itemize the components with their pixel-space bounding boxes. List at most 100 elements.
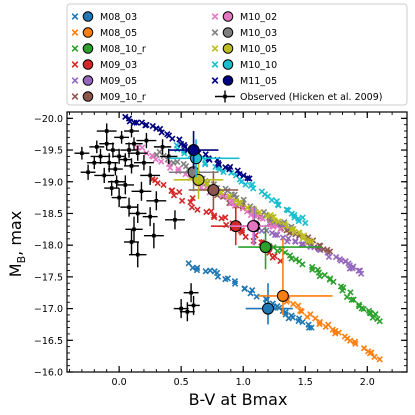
y-tick-label: −16.0: [34, 368, 63, 379]
y-tick-label: −18.0: [34, 241, 63, 252]
data-point: [295, 217, 302, 225]
legend-label: M09_03: [100, 60, 137, 71]
series-m08-05: [283, 296, 383, 363]
data-point: [152, 156, 159, 163]
data-point: [122, 113, 129, 121]
legend-item: Observed (Hicken et al. 2009): [215, 90, 382, 103]
observed-points: [74, 123, 200, 322]
data-point: [308, 324, 315, 331]
observed-point: [124, 158, 139, 174]
legend-marker-circle: [82, 43, 94, 54]
series-m11-05: [122, 113, 253, 182]
data-point: [138, 144, 146, 151]
x-axis-label: B-V at Bmax: [189, 390, 288, 409]
data-point: [176, 188, 183, 196]
data-point: [240, 172, 247, 179]
data-point: [242, 233, 249, 241]
data-point: [206, 267, 214, 274]
observed-point: [131, 181, 152, 201]
observed-point: [187, 295, 200, 315]
data-point: [295, 302, 302, 309]
data-point: [322, 323, 329, 330]
legend-marker-x: [71, 29, 79, 36]
data-point: [158, 129, 165, 136]
data-point: [291, 228, 298, 236]
peak-m09-10-r: [188, 170, 239, 210]
legend-label: M09_10_r: [100, 92, 146, 103]
data-point: [242, 181, 249, 188]
legend-item: M10_02: [211, 11, 277, 23]
observed-point: [107, 175, 126, 189]
data-point: [332, 253, 340, 261]
data-point: [274, 218, 282, 225]
legend-marker-x: [71, 77, 79, 84]
series-m10-05: [188, 174, 315, 246]
legend-marker-x: [211, 61, 219, 68]
data-point: [275, 202, 282, 209]
data-point: [249, 185, 257, 192]
y-tick-label: −19.5: [34, 146, 63, 157]
data-point: [216, 166, 223, 173]
data-point: [269, 254, 276, 261]
data-point: [168, 187, 176, 194]
data-point: [268, 196, 276, 204]
data-point: [178, 197, 186, 204]
data-point: [220, 168, 227, 176]
y-axis-label-main: M: [6, 263, 25, 277]
y-tick-label: −16.5: [34, 336, 63, 347]
data-point: [194, 206, 201, 213]
data-point: [232, 197, 240, 204]
data-point: [256, 209, 263, 216]
data-point: [298, 308, 305, 315]
observed-point: [125, 137, 143, 151]
peak-m10-05: [173, 160, 224, 199]
observed-point: [112, 148, 126, 164]
data-point: [288, 255, 295, 262]
legend-label: M10_10: [240, 60, 277, 71]
observed-point: [134, 155, 154, 171]
data-point: [309, 266, 316, 273]
data-point: [160, 181, 167, 189]
data-point: [204, 180, 211, 188]
legend-item: M11_05: [211, 75, 277, 87]
peak-m11-05: [168, 131, 219, 170]
data-point: [170, 192, 178, 199]
data-point: [371, 353, 378, 361]
data-point: [302, 219, 309, 227]
data-point: [126, 118, 133, 125]
data-point: [236, 170, 243, 178]
data-point: [217, 189, 225, 196]
observed-point: [80, 164, 96, 180]
legend-marker-circle: [222, 11, 234, 22]
y-axis-label: MB, max: [6, 211, 28, 277]
data-point: [156, 125, 164, 133]
data-point: [300, 240, 307, 248]
observed-point: [96, 123, 117, 139]
data-point: [303, 313, 311, 321]
data-point: [369, 314, 376, 321]
data-point: [244, 204, 251, 211]
data-point: [241, 285, 248, 293]
data-point: [214, 273, 222, 280]
data-point: [234, 167, 241, 174]
observed-point: [106, 142, 120, 158]
observed-point: [114, 131, 130, 144]
legend-marker-circle: [82, 59, 94, 70]
legend-marker-errorbar: [215, 90, 235, 103]
legend-label: M09_05: [100, 76, 137, 87]
data-point: [169, 135, 176, 142]
observed-point: [120, 142, 138, 158]
data-point: [222, 214, 229, 221]
legend-marker-x: [211, 29, 219, 36]
x-axis: 0.0 0.5 1.0 1.5 2.0: [69, 112, 393, 388]
legend-marker-circle: [82, 91, 94, 102]
x-tick-label: 0.0: [112, 377, 127, 388]
x-tick-label: 0.5: [174, 377, 189, 388]
data-point: [376, 356, 383, 363]
data-point: [316, 320, 323, 328]
data-point: [231, 191, 238, 198]
data-point: [339, 287, 346, 294]
x-tick-label: 1.0: [236, 377, 251, 388]
legend-label: M10_02: [240, 12, 277, 23]
observed-point: [127, 145, 148, 161]
